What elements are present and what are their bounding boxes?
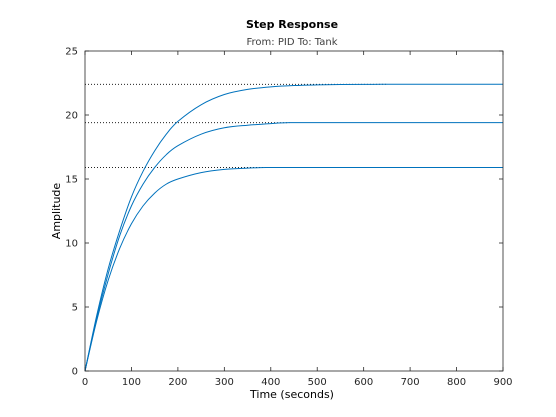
step-response-series	[84, 122, 503, 372]
y-tick-label: 15	[65, 175, 78, 186]
y-tick-label: 25	[65, 47, 78, 58]
x-tick-label: 100	[122, 377, 141, 388]
x-tick-label: 0	[82, 377, 88, 388]
x-tick-label: 800	[447, 377, 466, 388]
series-group	[84, 83, 503, 372]
x-tick-label: 600	[354, 377, 373, 388]
x-tick-label: 700	[401, 377, 420, 388]
y-tick-label: 10	[65, 239, 78, 250]
x-axis-label: Time (seconds)	[249, 388, 334, 401]
y-tick-label: 0	[72, 367, 78, 378]
x-tick-label: 500	[308, 377, 327, 388]
step-response-series	[84, 83, 503, 372]
y-axis-label: Amplitude	[50, 183, 63, 240]
plot-frame	[84, 50, 504, 372]
step-response-series	[84, 166, 503, 372]
x-tick-label: 400	[261, 377, 280, 388]
chart-title: Step Response	[246, 18, 338, 31]
x-tick-label: 200	[168, 377, 187, 388]
y-tick-label: 5	[72, 303, 78, 314]
x-axis-ticks: 0 100 200 300 400 500 600 700 800 900	[82, 51, 513, 388]
x-tick-label: 900	[493, 377, 512, 388]
x-tick-label: 300	[215, 377, 234, 388]
plot-area	[85, 51, 503, 371]
reference-lines	[85, 83, 387, 168]
chart-subtitle: From: PID To: Tank	[247, 37, 338, 48]
y-tick-label: 20	[65, 111, 78, 122]
y-axis-ticks: 0 5 10 15 20 25	[65, 47, 503, 378]
